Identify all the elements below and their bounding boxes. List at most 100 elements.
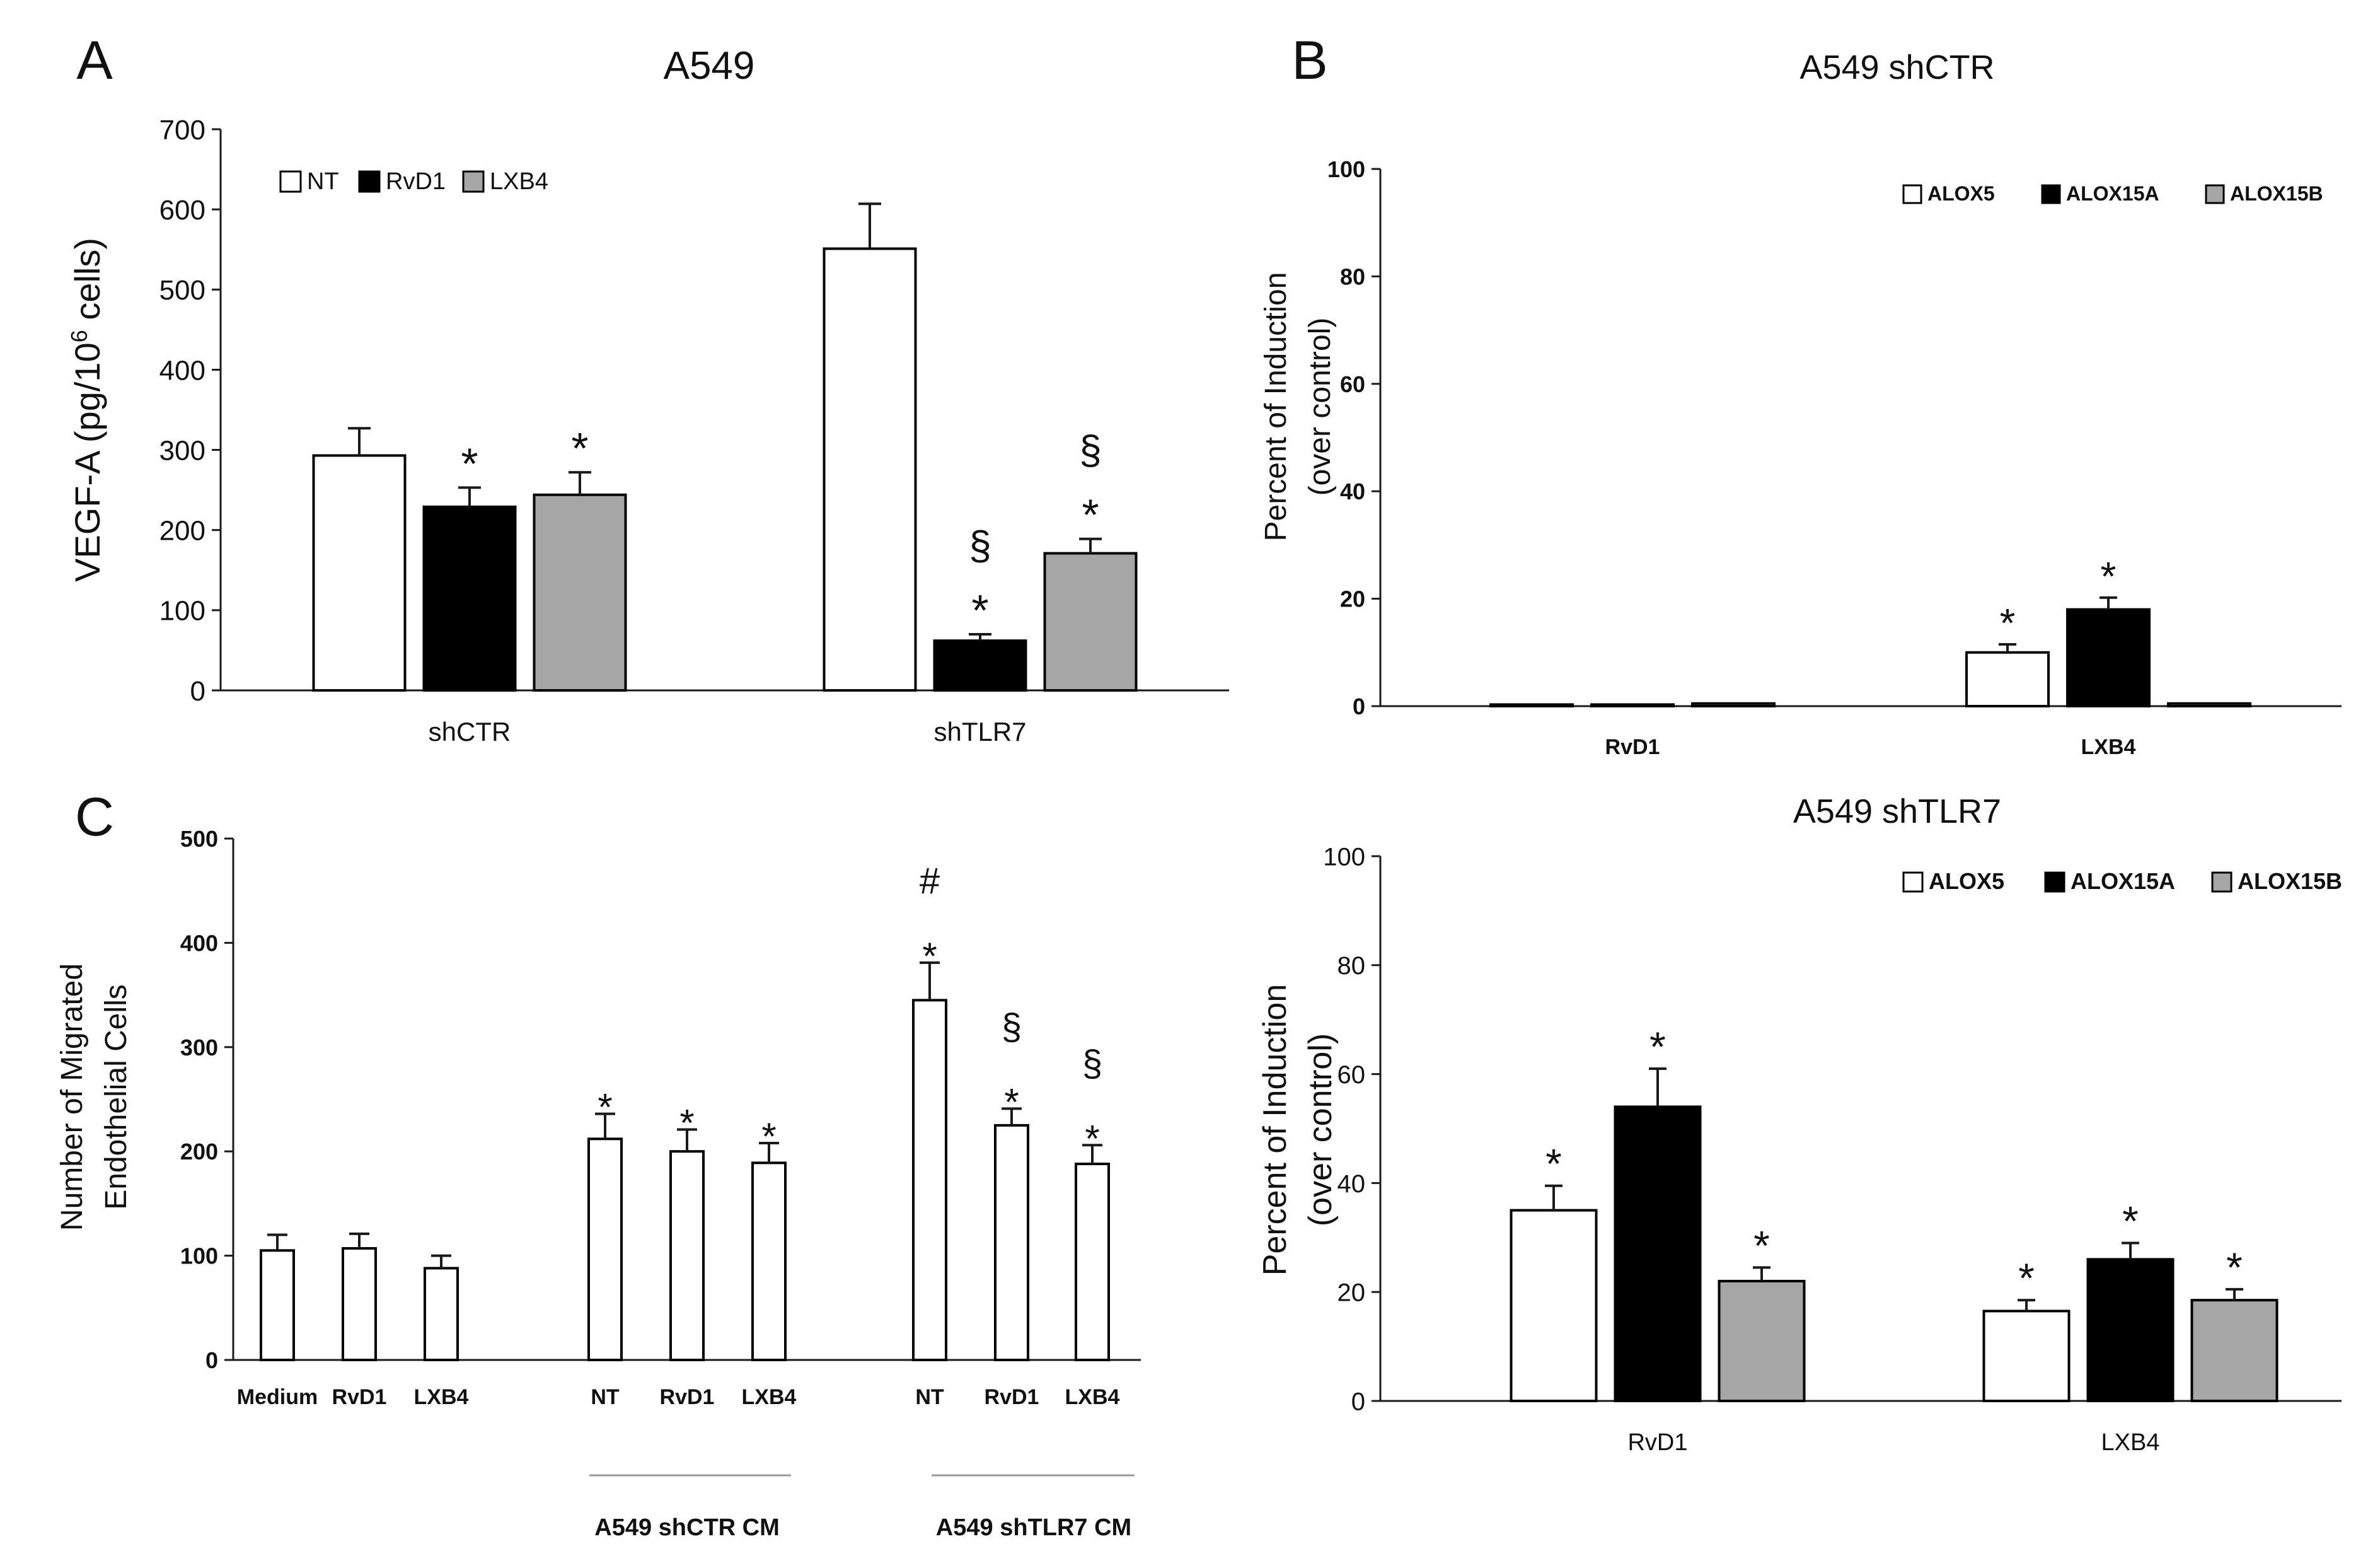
- category-label: shCTR: [429, 717, 511, 746]
- bar: [933, 639, 1027, 692]
- y-tick-label: 80: [1337, 952, 1366, 980]
- y-tick-label: 300: [180, 1035, 218, 1060]
- group-label: A549 shCTR CM: [594, 1514, 780, 1541]
- category-label: shTLR7: [933, 717, 1026, 746]
- y-tick-label: 200: [159, 516, 205, 547]
- y-tick-label: 80: [1340, 264, 1365, 289]
- y-tick-label: 60: [1337, 1061, 1366, 1089]
- bar: [1691, 702, 1776, 707]
- legend-swatch: [2044, 871, 2065, 893]
- chart-title: A549 shTLR7: [1793, 793, 2001, 830]
- legend-swatch: [1902, 184, 1922, 204]
- bar: [1965, 651, 2050, 708]
- y-tick-label: 40: [1337, 1170, 1366, 1198]
- significance-star: *: [2018, 1255, 2035, 1301]
- y-tick-label: 100: [180, 1243, 218, 1269]
- significance-star: *: [2101, 554, 2117, 599]
- y-tick-label: 400: [159, 355, 205, 386]
- bar: [312, 454, 407, 692]
- bar: [2167, 702, 2251, 707]
- bar: [2066, 608, 2151, 708]
- significance-section: §: [1082, 1043, 1102, 1084]
- category-label: LXB4: [2101, 1429, 2160, 1456]
- bar-label: RvD1: [985, 1385, 1039, 1409]
- y-tick-label: 600: [159, 195, 205, 226]
- significance-star: *: [1085, 1117, 1099, 1159]
- panel-letter: A: [76, 30, 113, 91]
- group-label: A549 shTLR7 CM: [936, 1514, 1131, 1541]
- legend-swatch: [2205, 184, 2225, 204]
- significance-section: §: [1079, 427, 1102, 473]
- legend-swatch: [358, 170, 381, 193]
- significance-star: *: [1545, 1141, 1562, 1187]
- y-tick-label: 100: [1327, 156, 1365, 182]
- y-tick-label: 0: [1353, 694, 1365, 719]
- y-axis-title-line2: (over control): [1302, 1033, 1339, 1226]
- significance-star: *: [761, 1115, 776, 1158]
- bar-label: NT: [915, 1385, 944, 1409]
- significance-star: *: [2122, 1197, 2139, 1244]
- bar: [994, 1124, 1029, 1361]
- bar-label: LXB4: [414, 1385, 469, 1409]
- y-axis-title-main: VEGF-A (pg/10: [67, 342, 107, 582]
- bar-label: NT: [591, 1385, 620, 1409]
- bar: [1489, 703, 1574, 707]
- bar-label: RvD1: [660, 1385, 715, 1409]
- bar: [823, 247, 917, 692]
- legend-swatch: [2041, 184, 2061, 204]
- y-axis-title-sup: 6: [66, 330, 92, 342]
- bar-label: RvD1: [332, 1385, 387, 1409]
- y-tick-label: 0: [205, 1347, 218, 1373]
- bar: [260, 1249, 295, 1361]
- significance-section: §: [969, 523, 991, 568]
- legend-label: NT: [307, 168, 339, 195]
- legend-label: LXB4: [490, 168, 548, 195]
- significance-star: *: [2000, 600, 2016, 646]
- significance-star: *: [679, 1101, 694, 1144]
- significance-hash: #: [920, 861, 940, 902]
- y-tick-label: 500: [159, 275, 205, 306]
- legend-label: ALOX15B: [2238, 868, 2342, 894]
- significance-star: *: [1082, 491, 1099, 540]
- bar: [1075, 1163, 1110, 1361]
- category-label: LXB4: [2081, 735, 2136, 759]
- legend-label: ALOX5: [1929, 868, 2004, 894]
- category-label: RvD1: [1627, 1429, 1687, 1456]
- bar-label: LXB4: [1065, 1385, 1120, 1409]
- bar: [1718, 1279, 1806, 1403]
- significance-star: *: [571, 424, 588, 473]
- y-axis-title: Percent of Induction: [1259, 272, 1293, 542]
- legend-swatch: [462, 170, 485, 193]
- bar: [912, 999, 947, 1361]
- bar: [1614, 1105, 1702, 1402]
- chart-title: A549: [664, 44, 755, 88]
- panel-letter: B: [1291, 30, 1327, 91]
- bar-label: Medium: [237, 1385, 318, 1409]
- bar: [587, 1137, 623, 1362]
- y-axis-title-line2: (over control): [1303, 318, 1337, 496]
- legend-label: ALOX15A: [2066, 182, 2159, 205]
- bar: [1043, 552, 1138, 692]
- significance-star: *: [922, 935, 937, 977]
- y-tick-label: 100: [159, 596, 205, 627]
- legend-label: RvD1: [386, 168, 446, 195]
- y-axis-title-tail: cells): [67, 238, 107, 330]
- category-label: RvD1: [1605, 735, 1660, 759]
- bar: [342, 1247, 377, 1361]
- significance-section: §: [1002, 1006, 1022, 1047]
- y-tick-label: 500: [180, 826, 218, 852]
- bar: [533, 493, 627, 692]
- y-tick-label: 700: [159, 115, 205, 146]
- bar-label: LXB4: [742, 1385, 797, 1409]
- significance-star: *: [461, 439, 478, 488]
- legend-label: ALOX5: [1927, 182, 1995, 205]
- y-tick-label: 0: [1351, 1388, 1365, 1415]
- bar: [422, 505, 517, 692]
- legend-label: ALOX15B: [2230, 182, 2323, 205]
- y-axis-title: Percent of Induction: [1257, 984, 1293, 1276]
- bar: [1510, 1209, 1598, 1402]
- significance-star: *: [1649, 1023, 1666, 1070]
- y-axis-title: VEGF-A (pg/106 cells): [66, 238, 107, 582]
- panel-letter: C: [75, 787, 114, 847]
